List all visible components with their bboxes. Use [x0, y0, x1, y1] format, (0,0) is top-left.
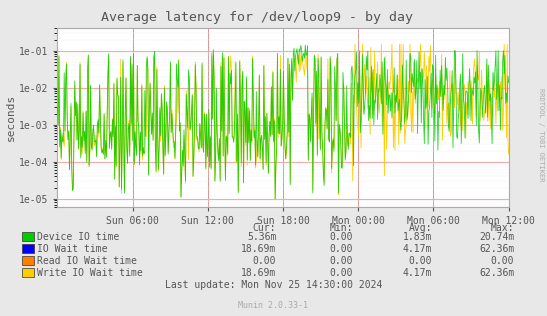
- Text: 5.36m: 5.36m: [247, 232, 276, 242]
- Text: Average latency for /dev/loop9 - by day: Average latency for /dev/loop9 - by day: [101, 11, 413, 24]
- Text: 0.00: 0.00: [329, 244, 353, 254]
- Text: RRDTOOL / TOBI OETIKER: RRDTOOL / TOBI OETIKER: [538, 88, 544, 182]
- Text: Cur:: Cur:: [253, 223, 276, 233]
- Text: IO Wait time: IO Wait time: [37, 244, 108, 254]
- Text: 20.74m: 20.74m: [479, 232, 514, 242]
- Text: Avg:: Avg:: [409, 223, 432, 233]
- Text: Max:: Max:: [491, 223, 514, 233]
- Text: 62.36m: 62.36m: [479, 244, 514, 254]
- Text: 0.00: 0.00: [329, 256, 353, 266]
- Text: 0.00: 0.00: [491, 256, 514, 266]
- Text: 0.00: 0.00: [409, 256, 432, 266]
- Text: Min:: Min:: [329, 223, 353, 233]
- Text: Read IO Wait time: Read IO Wait time: [37, 256, 137, 266]
- Text: 0.00: 0.00: [329, 268, 353, 278]
- Text: 1.83m: 1.83m: [403, 232, 432, 242]
- Text: Write IO Wait time: Write IO Wait time: [37, 268, 143, 278]
- Text: 18.69m: 18.69m: [241, 268, 276, 278]
- Text: 0.00: 0.00: [329, 232, 353, 242]
- Text: 0.00: 0.00: [253, 256, 276, 266]
- Text: Munin 2.0.33-1: Munin 2.0.33-1: [238, 301, 309, 310]
- Y-axis label: seconds: seconds: [6, 94, 16, 141]
- Text: 4.17m: 4.17m: [403, 244, 432, 254]
- Text: Device IO time: Device IO time: [37, 232, 119, 242]
- Text: 18.69m: 18.69m: [241, 244, 276, 254]
- Text: Last update: Mon Nov 25 14:30:00 2024: Last update: Mon Nov 25 14:30:00 2024: [165, 280, 382, 290]
- Text: 4.17m: 4.17m: [403, 268, 432, 278]
- Text: 62.36m: 62.36m: [479, 268, 514, 278]
